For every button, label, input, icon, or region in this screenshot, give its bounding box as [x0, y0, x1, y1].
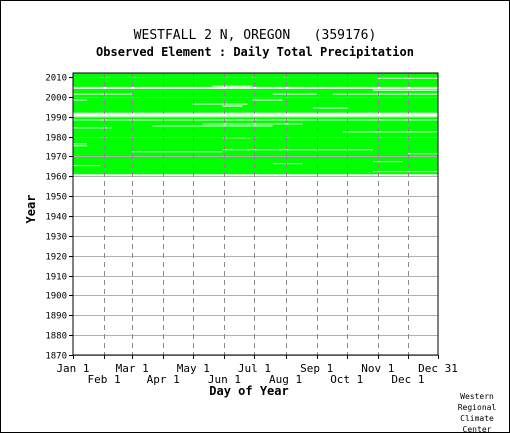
x-axis-label: Day of Year: [209, 384, 288, 398]
chart-title: WESTFALL 2 N, OREGON (359176): [134, 28, 377, 43]
x-tick-label: Jun 1: [208, 373, 241, 386]
x-tick-label: Nov 1: [361, 362, 394, 375]
missing-data-gap: [222, 105, 243, 107]
missing-data-gap: [342, 131, 438, 133]
credit-line: Center: [462, 425, 492, 433]
chart-subtitle: Observed Element : Daily Total Precipita…: [96, 45, 414, 59]
plot-area-border: [72, 72, 439, 356]
grid-layer: [73, 73, 438, 356]
missing-data-gap: [73, 127, 113, 129]
x-tick-label: Jul 1: [238, 362, 271, 375]
data-layer: [73, 73, 438, 175]
y-tick-label: 1870: [45, 352, 67, 362]
x-tick-label: Oct 1: [330, 373, 363, 386]
y-tick-label: 1940: [45, 213, 67, 223]
y-tick-label: 1950: [45, 193, 67, 203]
y-tick-label: 1980: [45, 134, 67, 144]
missing-data-gap: [73, 143, 88, 145]
x-tick-label: Dec 31: [418, 362, 458, 375]
missing-data-gap: [192, 103, 248, 105]
credit-line: Climate: [460, 414, 494, 423]
missing-data-gap: [222, 149, 373, 151]
x-tick-label: Sep 1: [300, 362, 333, 375]
missing-data-gap: [73, 145, 88, 147]
y-tick-label: 1970: [45, 153, 67, 163]
missing-data-gap: [73, 93, 133, 95]
missing-data-gap: [372, 171, 438, 173]
x-tick-label: Apr 1: [147, 373, 180, 386]
x-tick-label: Feb 1: [88, 373, 121, 386]
data-band: [73, 73, 438, 87]
y-tick-label: 2010: [45, 74, 67, 84]
x-tick-label: Jan 1: [56, 362, 89, 375]
missing-data-gap: [312, 107, 348, 109]
missing-data-gap: [272, 93, 318, 95]
missing-data-gap: [73, 99, 88, 101]
missing-data-gap: [202, 123, 303, 125]
missing-data-gap: [372, 89, 438, 91]
x-tick-label: May 1: [177, 362, 210, 375]
x-tick-label: Mar 1: [116, 362, 149, 375]
y-axis-ticks: 1870 1880 1890 1900 1910 1920 1930 1940 1950 1960…: [45, 74, 73, 362]
x-axis-ticks: Jan 1 Mar 1 May 1 Jul 1 Sep 1 Nov 1 Dec 31 Feb …: [56, 355, 458, 386]
missing-data-gap: [407, 153, 438, 155]
y-tick-label: 2000: [45, 94, 67, 104]
x-tick-label: Dec 1: [391, 373, 424, 386]
credit-line: Regional: [457, 403, 497, 412]
missing-data-gap: [212, 85, 253, 87]
x-tick-label: Aug 1: [269, 373, 302, 386]
missing-data-gap: [73, 165, 101, 167]
y-tick-label: 1880: [45, 332, 67, 342]
y-tick-label: 1930: [45, 233, 67, 243]
y-tick-label: 1910: [45, 273, 67, 283]
y-tick-label: 1900: [45, 292, 67, 302]
y-tick-label: 1920: [45, 253, 67, 263]
missing-data-gap: [332, 93, 438, 95]
missing-data-gap: [272, 163, 303, 165]
y-tick-label: 1960: [45, 173, 67, 183]
missing-data-gap: [132, 151, 223, 153]
y-tick-label: 1990: [45, 114, 67, 124]
missing-data-gap: [372, 161, 403, 163]
missing-data-gap: [252, 99, 283, 101]
data-band: [73, 88, 438, 113]
missing-data-gap: [377, 77, 438, 79]
credit-block: Western Regional Climate Center: [453, 391, 501, 433]
credit-line: Western: [460, 392, 494, 401]
y-tick-label: 1890: [45, 312, 67, 322]
missing-data-gap: [152, 125, 273, 127]
data-band: [73, 116, 438, 175]
y-axis-label: Year: [24, 195, 38, 224]
missing-data-gap: [73, 119, 438, 121]
